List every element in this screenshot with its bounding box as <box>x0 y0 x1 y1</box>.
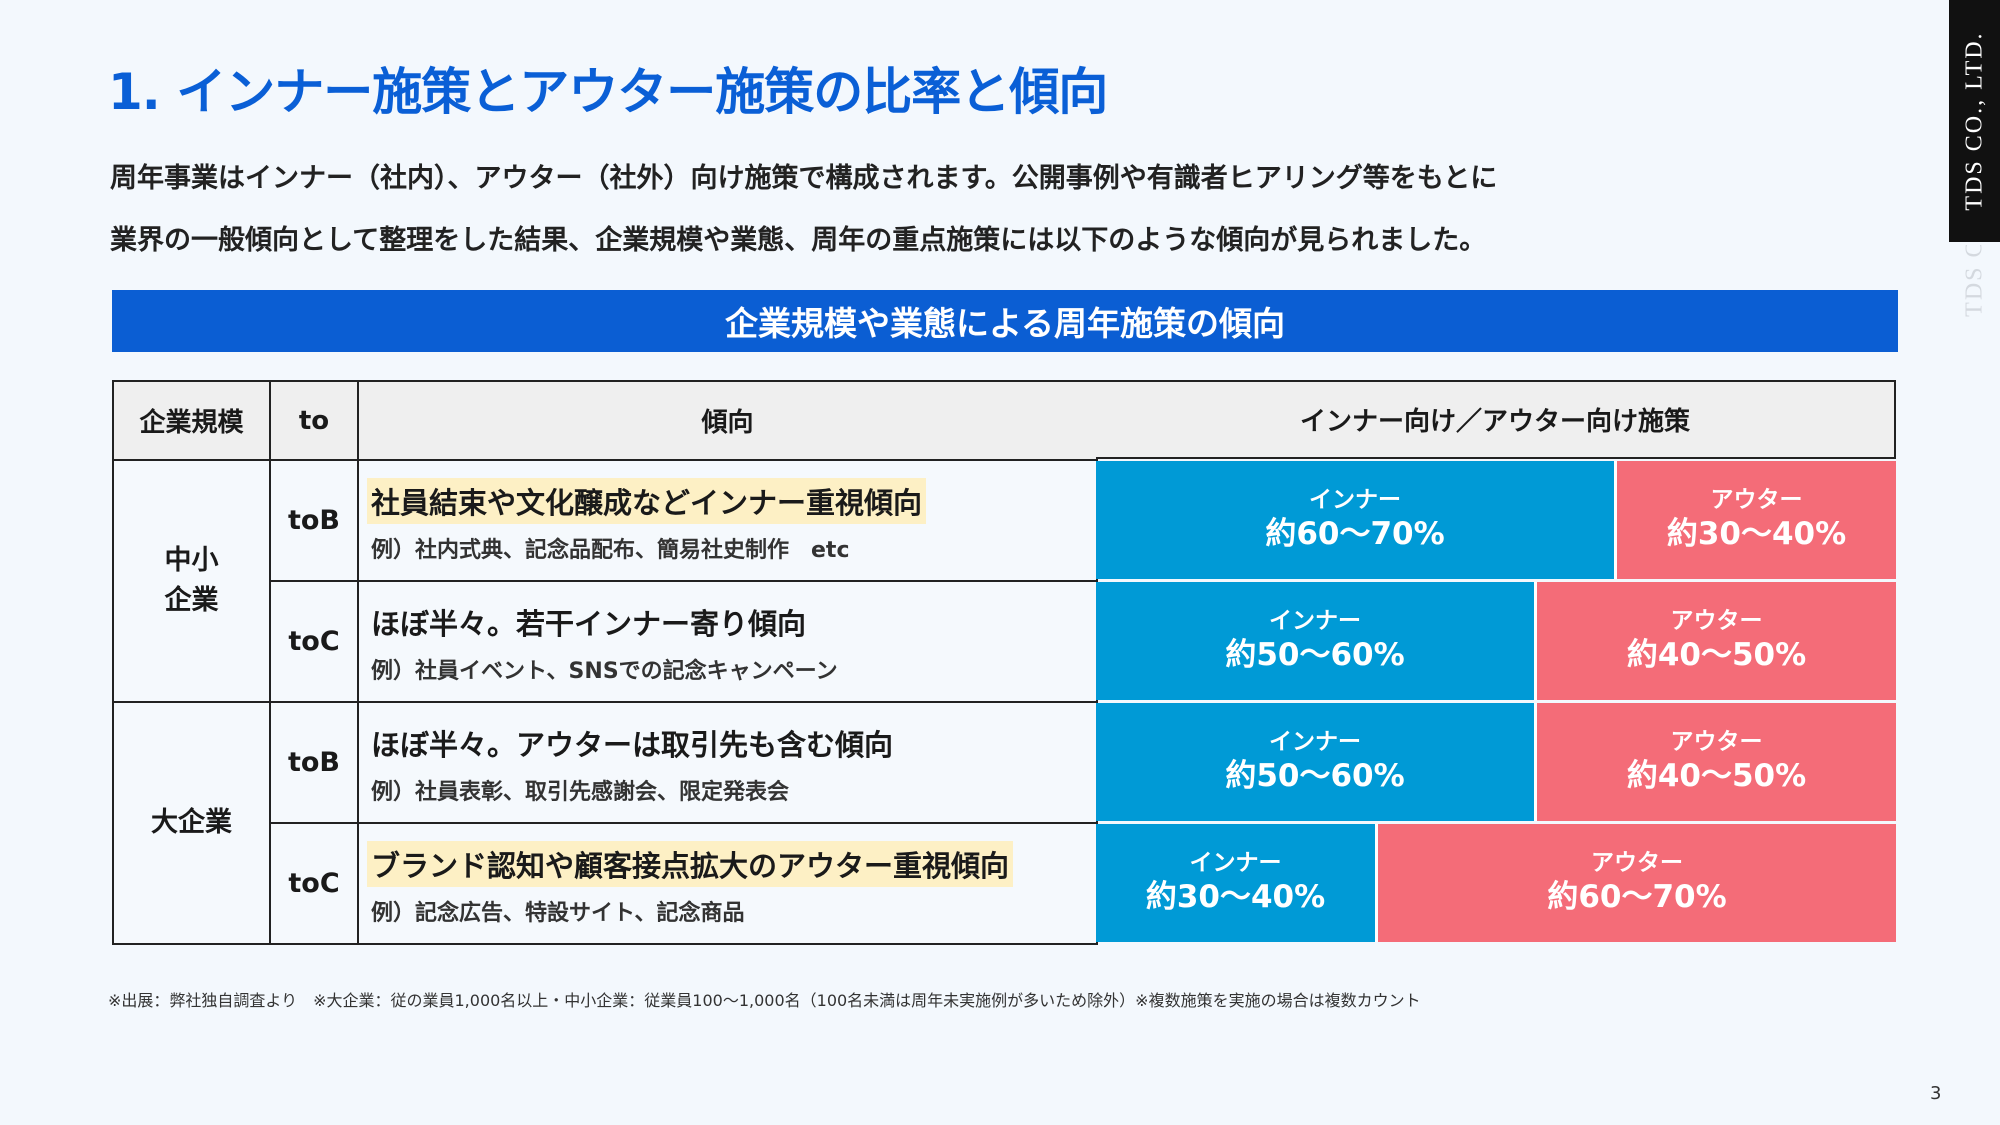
outer-label: アウター <box>1710 487 1803 513</box>
header-size: 企業規模 <box>112 380 271 461</box>
intro-line: 業界の一般傾向として整理をした結果、企業規模や業態、周年の重点施策には以下のよう… <box>110 225 1487 256</box>
outer-percent: 約30〜40% <box>1666 516 1847 552</box>
group-label-large: 大企業 <box>112 701 271 945</box>
table-row: 中小 企業 toB 社員結束や文化醸成などインナー重視傾向 例）社内式典、記念品… <box>112 459 1098 703</box>
inner-percent: 約50〜60% <box>1225 637 1405 673</box>
outer-percent: 約40〜50% <box>1626 637 1807 673</box>
segment-gap <box>1375 824 1378 942</box>
segment-gap <box>1614 461 1617 579</box>
trend-main: ほぼ半々。アウターは取引先も含む傾向 <box>371 727 894 762</box>
split-header: インナー向け／アウター向け施策 <box>1096 380 1896 459</box>
inner-percent: 約60〜70% <box>1265 516 1445 552</box>
intro-line: 周年事業はインナー（社内）、アウター（社外）向け施策で構成されます。公開事例や有… <box>110 163 1498 194</box>
group-label-line: 中小 <box>164 545 219 576</box>
brand-ghost-text: TDS CO <box>1961 245 1987 317</box>
inner-label: インナー <box>1269 729 1361 755</box>
inner-percent: 約50〜60% <box>1225 758 1405 794</box>
segment-gap <box>1534 703 1537 821</box>
table-row: 大企業 toB ほぼ半々。アウターは取引先も含む傾向 例）社員表彰、取引先感謝会… <box>112 701 1098 945</box>
intro-text: 周年事業はインナー（社内）、アウター（社外）向け施策で構成されます。公開事例や有… <box>110 148 1497 272</box>
section-band: 企業規模や業態による周年施策の傾向 <box>112 290 1898 352</box>
trend-table: 企業規模 to 傾向 中小 企業 toB 社員結束や文化醸成などインナー重視傾向… <box>112 380 1098 945</box>
to-cell: toC <box>269 822 359 945</box>
inner-label: インナー <box>1269 608 1361 634</box>
footnote: ※出展：弊社独自調査より ※大企業：従の業員1,000名以上・中小企業：従業員1… <box>108 991 1421 1010</box>
trend-main: ほぼ半々。若干インナー寄り傾向 <box>371 606 807 641</box>
header-trend: 傾向 <box>357 380 1098 461</box>
inner-segment: インナー 約50〜60% <box>1096 582 1534 700</box>
page-title: 1. インナー施策とアウター施策の比率と傾向 <box>108 63 1108 121</box>
inner-label: インナー <box>1189 850 1282 876</box>
outer-segment: アウター 約30〜40% <box>1617 461 1896 579</box>
outer-segment: アウター 約40〜50% <box>1537 703 1896 821</box>
brand-ghost: TDS CO <box>1949 245 2000 375</box>
trend-example: 例）社員表彰、取引先感謝会、限定発表会 <box>371 779 790 805</box>
outer-segment: アウター 約60〜70% <box>1378 824 1896 942</box>
outer-label: アウター <box>1591 850 1683 876</box>
split-bar: インナー 約60〜70% アウター 約30〜40% <box>1096 461 1896 579</box>
outer-segment: アウター 約40〜50% <box>1537 582 1896 700</box>
inner-label: インナー <box>1309 487 1401 513</box>
brand-tab: TDS CO., LTD. <box>1949 0 2000 242</box>
header-to: to <box>269 380 359 461</box>
trend-cell: ほぼ半々。アウターは取引先も含む傾向 例）社員表彰、取引先感謝会、限定発表会 <box>357 701 1098 824</box>
split-bar: インナー 約50〜60% アウター 約40〜50% <box>1096 582 1896 700</box>
table-row: toC ほぼ半々。若干インナー寄り傾向 例）社員イベント、SNSでの記念キャンペ… <box>113 580 1098 703</box>
group-label-line: 企業 <box>164 585 219 616</box>
outer-percent: 約40〜50% <box>1626 758 1807 794</box>
split-bar: インナー 約50〜60% アウター 約40〜50% <box>1096 703 1896 821</box>
inner-segment: インナー 約50〜60% <box>1096 703 1534 821</box>
trend-example: 例）社内式典、記念品配布、簡易社史制作 etc <box>371 537 850 563</box>
group-label-line: 大企業 <box>151 807 232 838</box>
trend-cell: ほぼ半々。若干インナー寄り傾向 例）社員イベント、SNSでの記念キャンペーン <box>357 580 1098 703</box>
to-cell: toB <box>269 701 359 824</box>
to-cell: toC <box>269 580 359 703</box>
to-cell: toB <box>269 459 359 582</box>
table-row: toC ブランド認知や顧客接点拡大のアウター重視傾向 例）記念広告、特設サイト、… <box>113 822 1098 945</box>
inner-segment: インナー 約30〜40% <box>1096 824 1375 942</box>
brand-name: TDS CO., LTD. <box>1961 31 1987 211</box>
table-header-row: 企業規模 to 傾向 <box>112 380 1098 461</box>
group-label-sme: 中小 企業 <box>112 459 271 703</box>
segment-gap <box>1534 582 1537 700</box>
trend-example: 例）社員イベント、SNSでの記念キャンペーン <box>371 658 838 684</box>
inner-percent: 約30〜40% <box>1145 879 1326 915</box>
page-number: 3 <box>1930 1083 1942 1104</box>
trend-example: 例）記念広告、特設サイト、記念商品 <box>371 900 745 926</box>
outer-label: アウター <box>1670 608 1763 634</box>
section-band-title: 企業規模や業態による周年施策の傾向 <box>724 304 1285 343</box>
split-bar: インナー 約30〜40% アウター 約60〜70% <box>1096 824 1896 942</box>
trend-main: ブランド認知や顧客接点拡大のアウター重視傾向 <box>367 840 1014 887</box>
outer-label: アウター <box>1670 729 1763 755</box>
trend-main: 社員結束や文化醸成などインナー重視傾向 <box>367 477 927 524</box>
trend-cell: ブランド認知や顧客接点拡大のアウター重視傾向 例）記念広告、特設サイト、記念商品 <box>357 822 1098 945</box>
outer-percent: 約60〜70% <box>1547 879 1727 915</box>
trend-cell: 社員結束や文化醸成などインナー重視傾向 例）社内式典、記念品配布、簡易社史制作 … <box>357 459 1098 582</box>
inner-segment: インナー 約60〜70% <box>1096 461 1614 579</box>
